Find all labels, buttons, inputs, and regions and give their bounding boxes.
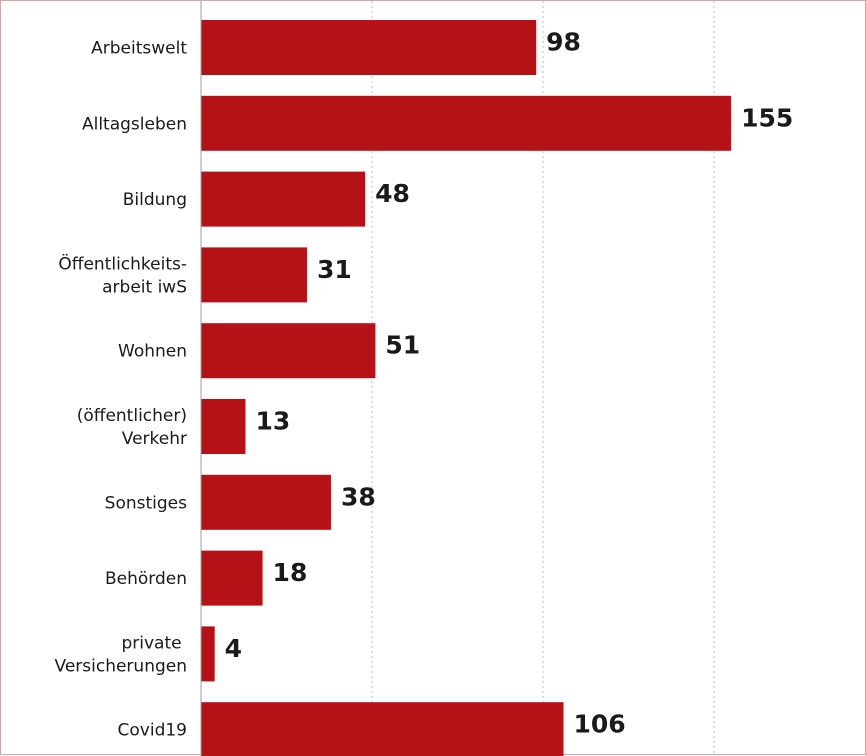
category-label-2: Bildung: [123, 190, 187, 210]
category-label-9: Covid19: [118, 721, 187, 741]
value-label-7: 18: [273, 558, 308, 587]
bars: [201, 20, 732, 756]
value-label-6: 38: [341, 482, 376, 511]
bar-5: [201, 399, 246, 454]
value-label-4: 51: [385, 331, 420, 360]
category-label-6: Sonstiges: [105, 493, 187, 513]
value-label-0: 98: [546, 28, 581, 57]
category-label-4: Wohnen: [118, 342, 187, 362]
value-labels: 98 155 48 31 51 13 38 18 4 106: [225, 28, 794, 739]
category-label-1: Alltagsleben: [82, 114, 187, 134]
category-label-5: (öffentlicher) Verkehr: [77, 406, 187, 449]
bar-8: [201, 626, 215, 682]
category-labels: Arbeitswelt Alltagsleben Bildung Öffentlich…: [55, 39, 188, 741]
category-label-0: Arbeitswelt: [91, 39, 187, 59]
bar-7: [201, 550, 263, 606]
value-label-9: 106: [574, 710, 626, 739]
bar-9: [201, 702, 564, 756]
value-label-8: 4: [225, 634, 242, 663]
bar-1: [201, 95, 732, 151]
value-label-5: 13: [255, 407, 290, 436]
category-label-8: private Versicherungen: [55, 633, 187, 676]
value-label-2: 48: [375, 179, 410, 208]
category-label-3: Öffentlichkeits-arbeit iwS: [58, 252, 187, 297]
bar-6: [201, 474, 331, 530]
bar-2: [201, 171, 366, 227]
value-label-1: 155: [741, 103, 793, 132]
category-label-7: Behörden: [105, 569, 187, 589]
bar-3: [201, 247, 308, 303]
value-label-3: 31: [317, 255, 352, 284]
bar-0: [201, 20, 537, 75]
bar-4: [201, 323, 376, 379]
